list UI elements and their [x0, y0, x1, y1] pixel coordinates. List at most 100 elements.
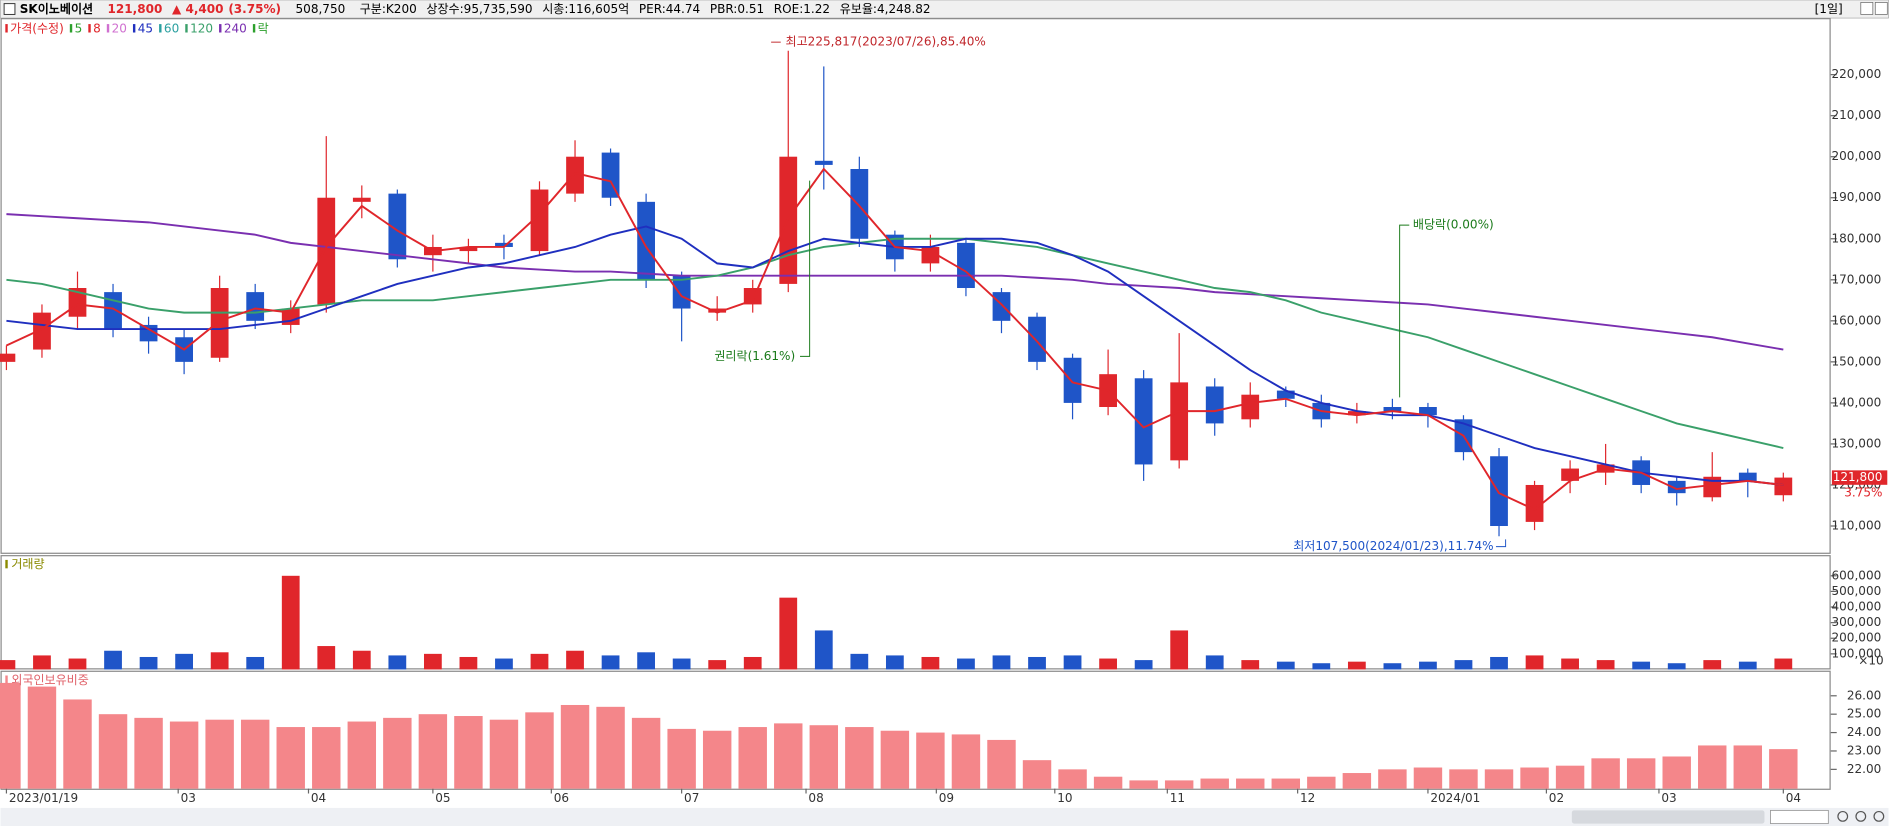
legend-label: 20: [112, 21, 127, 35]
bar: [1028, 656, 1046, 670]
legend-swatch: [5, 24, 8, 33]
bar: [388, 655, 407, 670]
candle-body: [637, 201, 655, 280]
stock-name: SK이노베이션: [20, 1, 93, 16]
y-tick-label: 150,000: [1832, 354, 1882, 368]
candle-body: [1028, 316, 1046, 362]
candle-body: [104, 292, 122, 330]
y-tick-label: 22.00: [1847, 762, 1881, 776]
annotation: 최저107,500(2024/01/23),11.74%: [1293, 539, 1493, 553]
period-button: [1일]: [1815, 2, 1843, 16]
bar: [525, 712, 554, 789]
x-tick-label: 2024/01: [1430, 791, 1480, 805]
panel-marker: [5, 675, 8, 684]
bar: [104, 650, 122, 670]
bar: [347, 721, 377, 789]
candle-body: [0, 353, 16, 362]
bar: [246, 656, 265, 670]
bar: [27, 686, 57, 789]
current-price: 121,800: [108, 2, 163, 16]
scroll-area: [0, 807, 1889, 826]
volume-today: 508,750: [296, 2, 346, 16]
zoom-in[interactable]: [1855, 810, 1867, 822]
x-tick-label: 04: [311, 791, 326, 805]
bar: [1307, 776, 1336, 789]
candle-body: [992, 292, 1011, 321]
bar: [1093, 776, 1123, 789]
bar: [1490, 656, 1508, 670]
bar: [987, 739, 1016, 789]
bar: [1632, 661, 1651, 670]
volume-frame: [0, 555, 1831, 670]
bar: [708, 660, 727, 670]
bar: [459, 656, 478, 670]
bar: [1170, 630, 1189, 670]
bar: [1561, 658, 1579, 670]
zoom-out[interactable]: [1837, 810, 1849, 822]
minimize-button[interactable]: [1860, 2, 1874, 15]
bar: [175, 653, 193, 670]
range-slider[interactable]: [1770, 809, 1829, 824]
bar: [1241, 660, 1260, 670]
bar: [1419, 661, 1437, 670]
close-button[interactable]: [1874, 2, 1888, 15]
moving-average-line: [6, 167, 1784, 511]
bar: [672, 658, 691, 670]
bar: [845, 727, 874, 789]
info-field: 유보율:4,248.82: [840, 2, 931, 16]
bar: [139, 656, 158, 670]
info-field: 시총:116,605억: [542, 2, 629, 16]
candle-body: [1703, 476, 1722, 498]
scrollbar-thumb[interactable]: [1571, 810, 1765, 824]
legend-label: 120: [190, 21, 213, 35]
y-tick-label: 100,000: [1832, 646, 1882, 660]
bar: [1454, 660, 1473, 670]
legend-swatch: [106, 24, 110, 33]
legend-label: 8: [93, 21, 101, 35]
y-tick-label: 130,000: [1832, 436, 1882, 450]
bar: [1164, 780, 1194, 789]
legend-swatch: [132, 24, 136, 33]
zoom-reset[interactable]: [1873, 810, 1885, 822]
panel-title: 외국인보유비중: [11, 673, 88, 687]
bar: [809, 725, 839, 789]
panel-marker: [5, 559, 8, 569]
content: SK이노베이션 121,800 ▲ 4,400 (3.75%) 508,750 구분:K2…: [0, 1, 1888, 805]
candle-body: [672, 275, 691, 309]
checkbox[interactable]: [3, 3, 16, 15]
y-tick-label: 24.00: [1847, 725, 1881, 739]
x-tick-label: 06: [554, 791, 569, 805]
annotation: 최고225,817(2023/07/26),85.40%: [786, 35, 986, 49]
y-tick-label: 23.00: [1847, 743, 1881, 757]
bar: [921, 656, 940, 670]
bar: [1347, 661, 1366, 670]
bar: [1342, 773, 1372, 789]
legend-swatch: [159, 24, 162, 33]
x-tick-label: 08: [808, 791, 823, 805]
candle-body: [708, 308, 727, 313]
x-tick-label: 03: [1661, 791, 1676, 805]
bar: [774, 723, 803, 789]
candle-body: [1383, 407, 1402, 412]
y-tick-label: 190,000: [1832, 190, 1882, 204]
bar: [1769, 749, 1798, 789]
candle-body: [1667, 480, 1686, 494]
y-tick-label: 26.00: [1847, 688, 1881, 702]
moving-average-line: [6, 237, 1784, 449]
x-tick-label: 02: [1549, 791, 1564, 805]
x-tick-label: 05: [435, 791, 450, 805]
legend-swatch: [185, 24, 188, 33]
candle-body: [1774, 477, 1793, 496]
price-tag: [1831, 470, 1888, 485]
bar: [276, 727, 305, 789]
legend-label: 5: [75, 21, 83, 35]
candle-body: [1063, 357, 1082, 403]
bar: [702, 730, 732, 789]
bar: [1626, 758, 1656, 789]
legend-swatch: [88, 24, 91, 33]
y-tick-label: 160,000: [1832, 313, 1882, 327]
y-tick-label: 25.00: [1847, 707, 1881, 721]
candle-body: [566, 156, 584, 194]
bar: [1205, 655, 1224, 670]
